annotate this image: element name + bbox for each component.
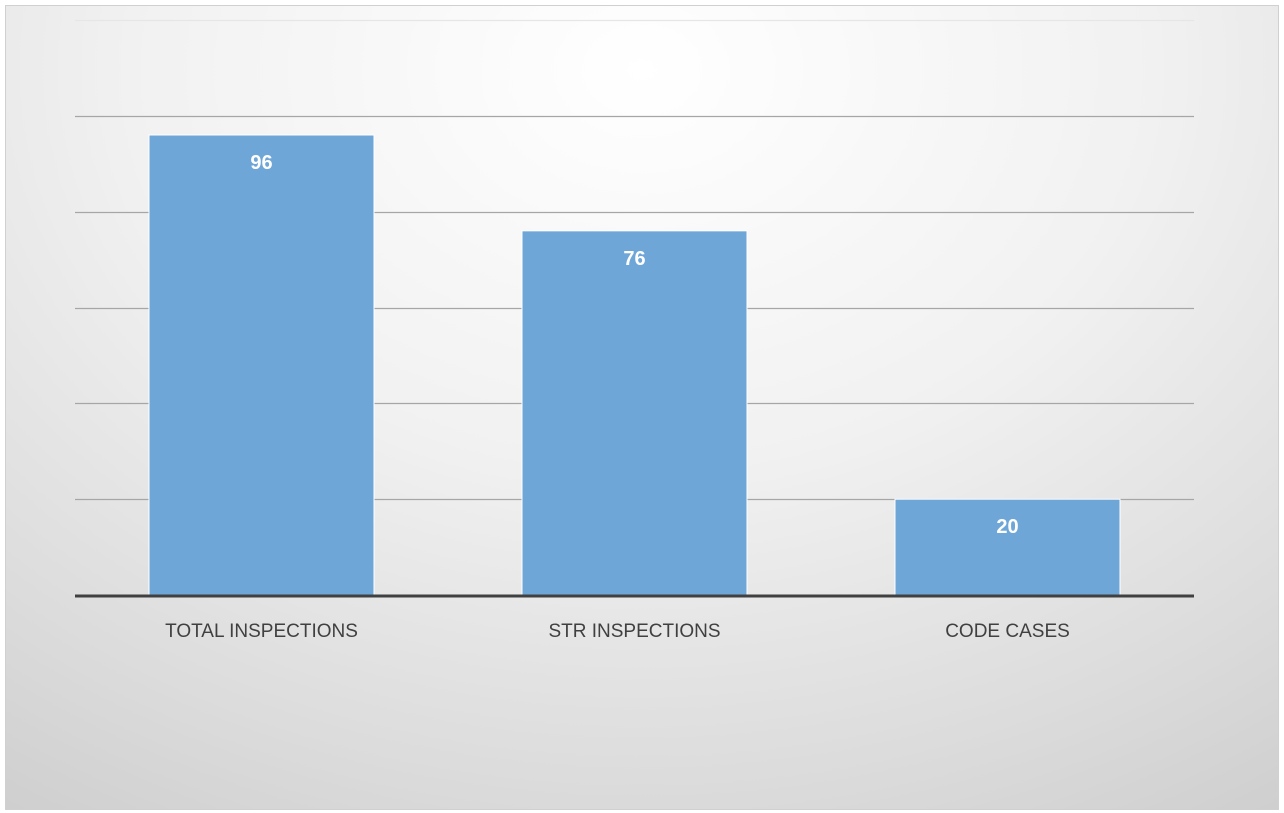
bar <box>894 498 1121 596</box>
category-label: STR INSPECTIONS <box>548 621 720 642</box>
bar <box>148 134 375 596</box>
bar <box>521 230 748 596</box>
bars <box>148 134 1121 596</box>
category-labels: TOTAL INSPECTIONS STR INSPECTIONS CODE CAS… <box>165 621 1070 642</box>
category-label: CODE CASES <box>945 621 1070 642</box>
data-label: 96 <box>250 152 272 174</box>
data-label: 20 <box>996 516 1018 538</box>
data-labels: 96 76 20 <box>250 152 1018 538</box>
category-label: TOTAL INSPECTIONS <box>165 621 358 642</box>
data-label: 76 <box>623 248 645 270</box>
